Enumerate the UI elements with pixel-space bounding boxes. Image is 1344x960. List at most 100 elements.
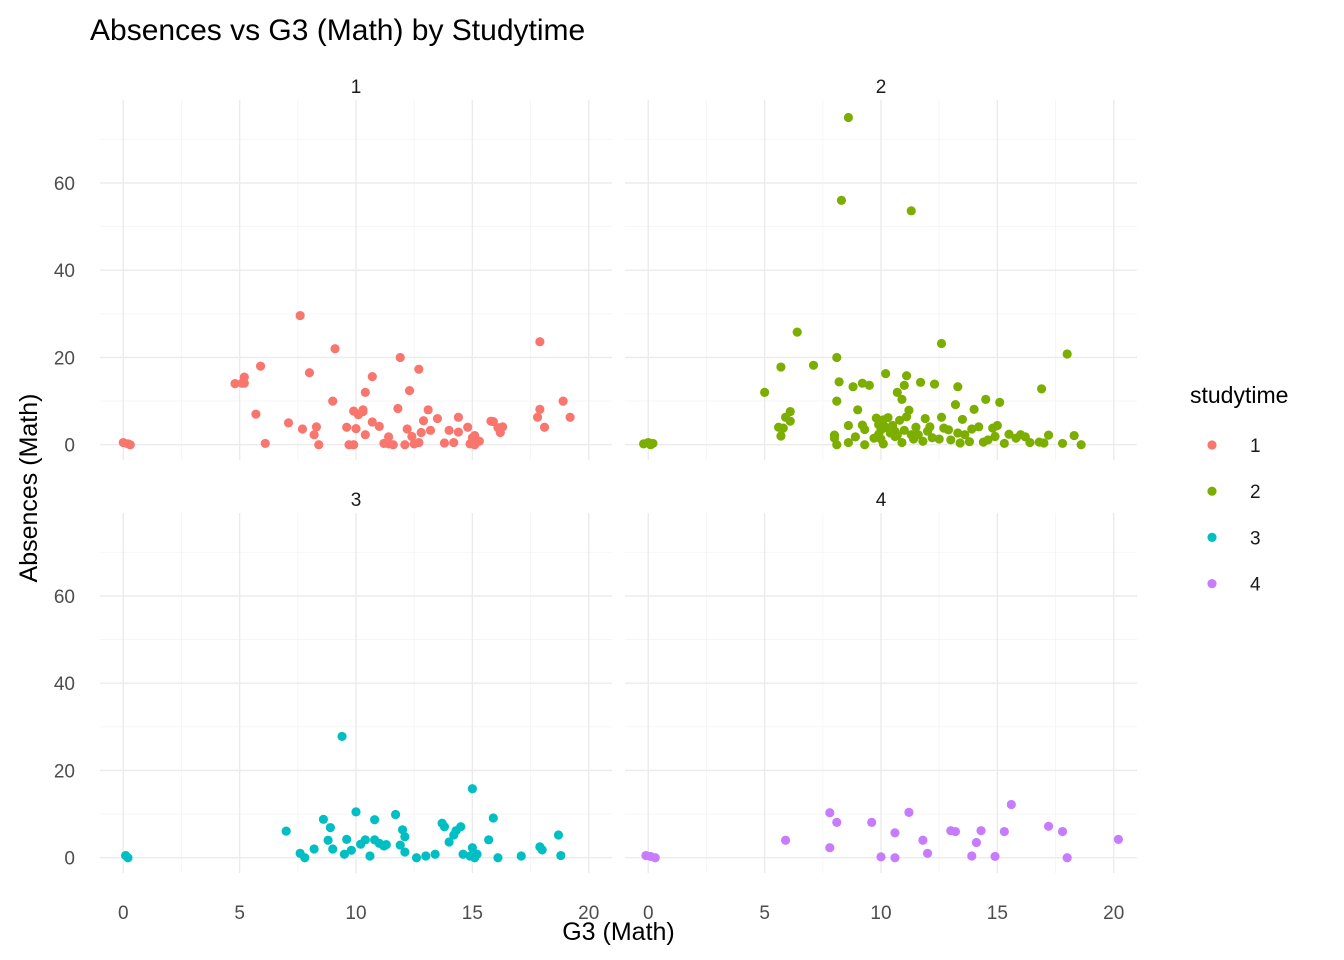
data-point [992,420,1002,431]
data-point [760,387,770,397]
data-point [976,826,986,836]
data-point [558,396,568,406]
y-tick-label: 0 [64,436,75,457]
data-point [1043,430,1054,440]
data-point [374,421,384,431]
data-point [239,378,249,388]
data-point [230,379,240,389]
data-point [648,438,658,449]
data-point [456,822,466,832]
data-point [400,832,410,842]
data-point [488,813,498,823]
data-point [974,422,984,432]
data-point [890,853,900,863]
legend-key-3 [1207,532,1217,543]
data-point [969,404,979,414]
data-point [493,853,503,863]
data-point [423,405,433,415]
data-point [915,377,926,387]
data-point [1006,799,1016,810]
data-point [808,360,819,370]
data-point [953,382,963,392]
data-point [920,413,930,424]
data-point [1076,440,1086,450]
data-point [535,337,545,347]
data-point [853,405,863,415]
y-tick-label: 20 [54,761,75,782]
x-tick-label: 20 [1103,903,1124,924]
data-point [453,427,463,437]
data-point [1057,826,1068,837]
data-point [537,845,547,855]
data-point [929,379,940,389]
data-point [832,440,842,450]
data-point [351,423,361,434]
data-point [999,826,1009,837]
data-point [330,344,340,354]
data-point [955,438,965,448]
data-point [281,826,291,836]
data-point [832,817,842,827]
data-point [913,430,923,440]
data-point [323,835,333,845]
x-tick-label: 20 [578,903,599,924]
data-point [867,817,877,827]
data-point [395,352,405,363]
data-point [897,437,907,448]
data-point [843,437,854,448]
data-point [304,368,315,378]
data-point [388,440,398,450]
data-point [418,416,429,426]
data-point [832,396,842,406]
data-point [467,843,477,853]
data-point [946,435,956,445]
facet-panel-1: 1 0 20 40 60 [54,77,612,460]
data-point [444,837,454,847]
data-point [967,424,977,434]
data-point [785,406,795,417]
data-point [911,422,921,432]
facet-strip-label: 2 [876,77,887,98]
data-point [881,369,891,379]
data-point [390,809,401,820]
data-point [780,835,791,845]
data-point [825,808,835,818]
data-point [425,425,436,435]
data-point [1113,834,1123,845]
data-point [950,399,961,410]
data-point [825,843,835,853]
data-point [311,422,322,432]
data-point [484,835,494,845]
facet-strip-label: 1 [351,77,362,98]
data-point [318,814,329,824]
y-tick-label: 40 [54,674,75,695]
data-point [895,415,905,425]
x-tick-label: 15 [987,903,1008,924]
x-tick-label: 15 [462,903,483,924]
y-tick-label: 40 [54,261,75,282]
data-point [1062,349,1072,359]
data-point [899,380,909,390]
data-point [836,195,847,205]
data-point [283,418,294,428]
data-point [906,206,916,216]
data-point [395,840,405,850]
data-point [1043,821,1054,831]
data-point [337,731,347,742]
data-point [416,427,426,438]
data-point [964,437,975,447]
data-point [1057,438,1068,449]
x-tick-label: 10 [345,903,366,924]
data-point [843,112,854,123]
data-point [339,849,349,859]
data-point [967,851,977,861]
data-point [467,784,477,794]
data-point [899,425,909,435]
legend-label-3: 3 [1250,528,1261,549]
facet-panel-2: 2 [625,77,1137,460]
data-point [860,424,870,435]
data-point [439,438,450,448]
data-point [397,825,408,835]
data-point [295,310,305,321]
